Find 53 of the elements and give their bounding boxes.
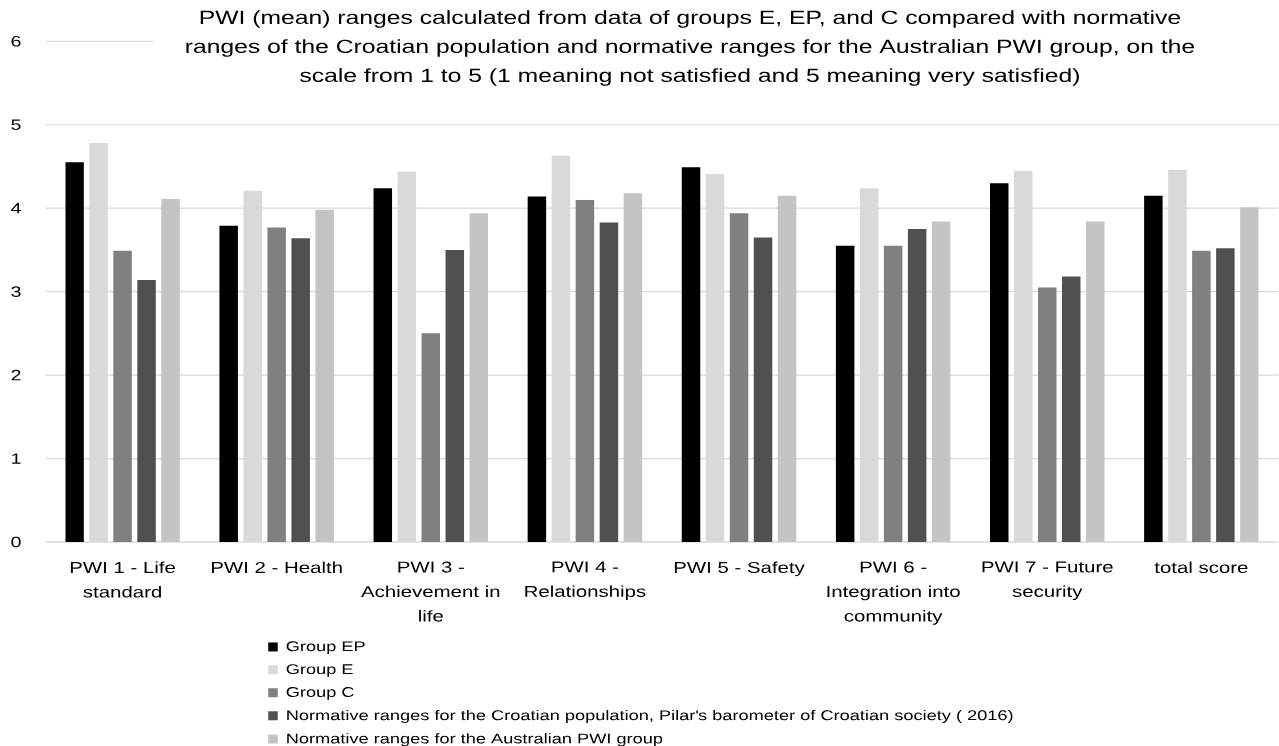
- bar: [990, 183, 1009, 542]
- legend-label: Normative ranges for the Croatian population, Pilar's barometer of Croatian society ( 2016): [287, 709, 1013, 723]
- bar: [883, 245, 903, 542]
- bar: [1062, 276, 1081, 542]
- legend-label: Normative ranges for the Australian PWI group: [287, 733, 663, 746]
- x-tick-label: PWI 1 - Life standard: [70, 561, 175, 598]
- chart-title: PWI (mean) ranges calculated from data of groups E, EP, and C compared with normative ranges of the Croatian population and normative ranges for the Australian PWI group, on the scale from 1 to 5 (1 meaning not satisfied and 5 meaning very satisfied): [186, 10, 1195, 86]
- bar: [1038, 287, 1057, 542]
- bar: [835, 245, 855, 542]
- bar: [681, 167, 701, 542]
- x-tick-label: PWI 7 - Future security: [982, 561, 1113, 601]
- y-tick-label: 6: [11, 35, 21, 47]
- bar: [729, 213, 749, 542]
- bar: [1216, 248, 1235, 542]
- bar: [1240, 207, 1259, 542]
- bar: [623, 193, 643, 542]
- x-tick-label: PWI 3 - Achievement in life: [361, 561, 500, 622]
- bar: [137, 279, 156, 542]
- bar: [1192, 250, 1211, 542]
- bar: [113, 250, 132, 542]
- bar: [445, 249, 465, 542]
- bar: [469, 213, 489, 542]
- bar: [315, 209, 334, 542]
- bar: [777, 195, 797, 542]
- bar: [575, 199, 595, 542]
- bar: [527, 196, 547, 542]
- bar: [161, 199, 180, 542]
- legend-label: Group C: [286, 687, 354, 700]
- bar: [373, 188, 393, 542]
- bar: [267, 227, 286, 542]
- bar: [599, 222, 619, 542]
- y-tick-label: 1: [12, 453, 21, 464]
- y-tick-label: 3: [11, 286, 21, 297]
- x-tick-label: PWI 4 - Relationships: [525, 561, 646, 601]
- bar: [421, 333, 441, 542]
- bar: [219, 225, 238, 542]
- y-tick-label: 2: [11, 369, 21, 381]
- x-tick-label: total score: [1154, 561, 1248, 574]
- y-tick-label: 0: [11, 536, 21, 548]
- x-tick-label: PWI 2 - Health: [212, 561, 342, 574]
- x-tick-label: PWI 5 - Safety: [674, 561, 805, 577]
- legend-label: Group E: [286, 664, 353, 677]
- y-tick-label: 4: [11, 203, 21, 214]
- bar: [931, 221, 951, 542]
- x-tick-label: PWI 6 - Integration into community: [827, 561, 960, 625]
- bar: [1144, 195, 1163, 542]
- bar: [1086, 221, 1105, 542]
- bar: [753, 237, 773, 542]
- legend-label: Group EP: [286, 641, 365, 654]
- bar: [65, 162, 84, 542]
- y-tick-label: 5: [11, 119, 21, 130]
- bar: [907, 229, 927, 542]
- bar: [291, 238, 310, 542]
